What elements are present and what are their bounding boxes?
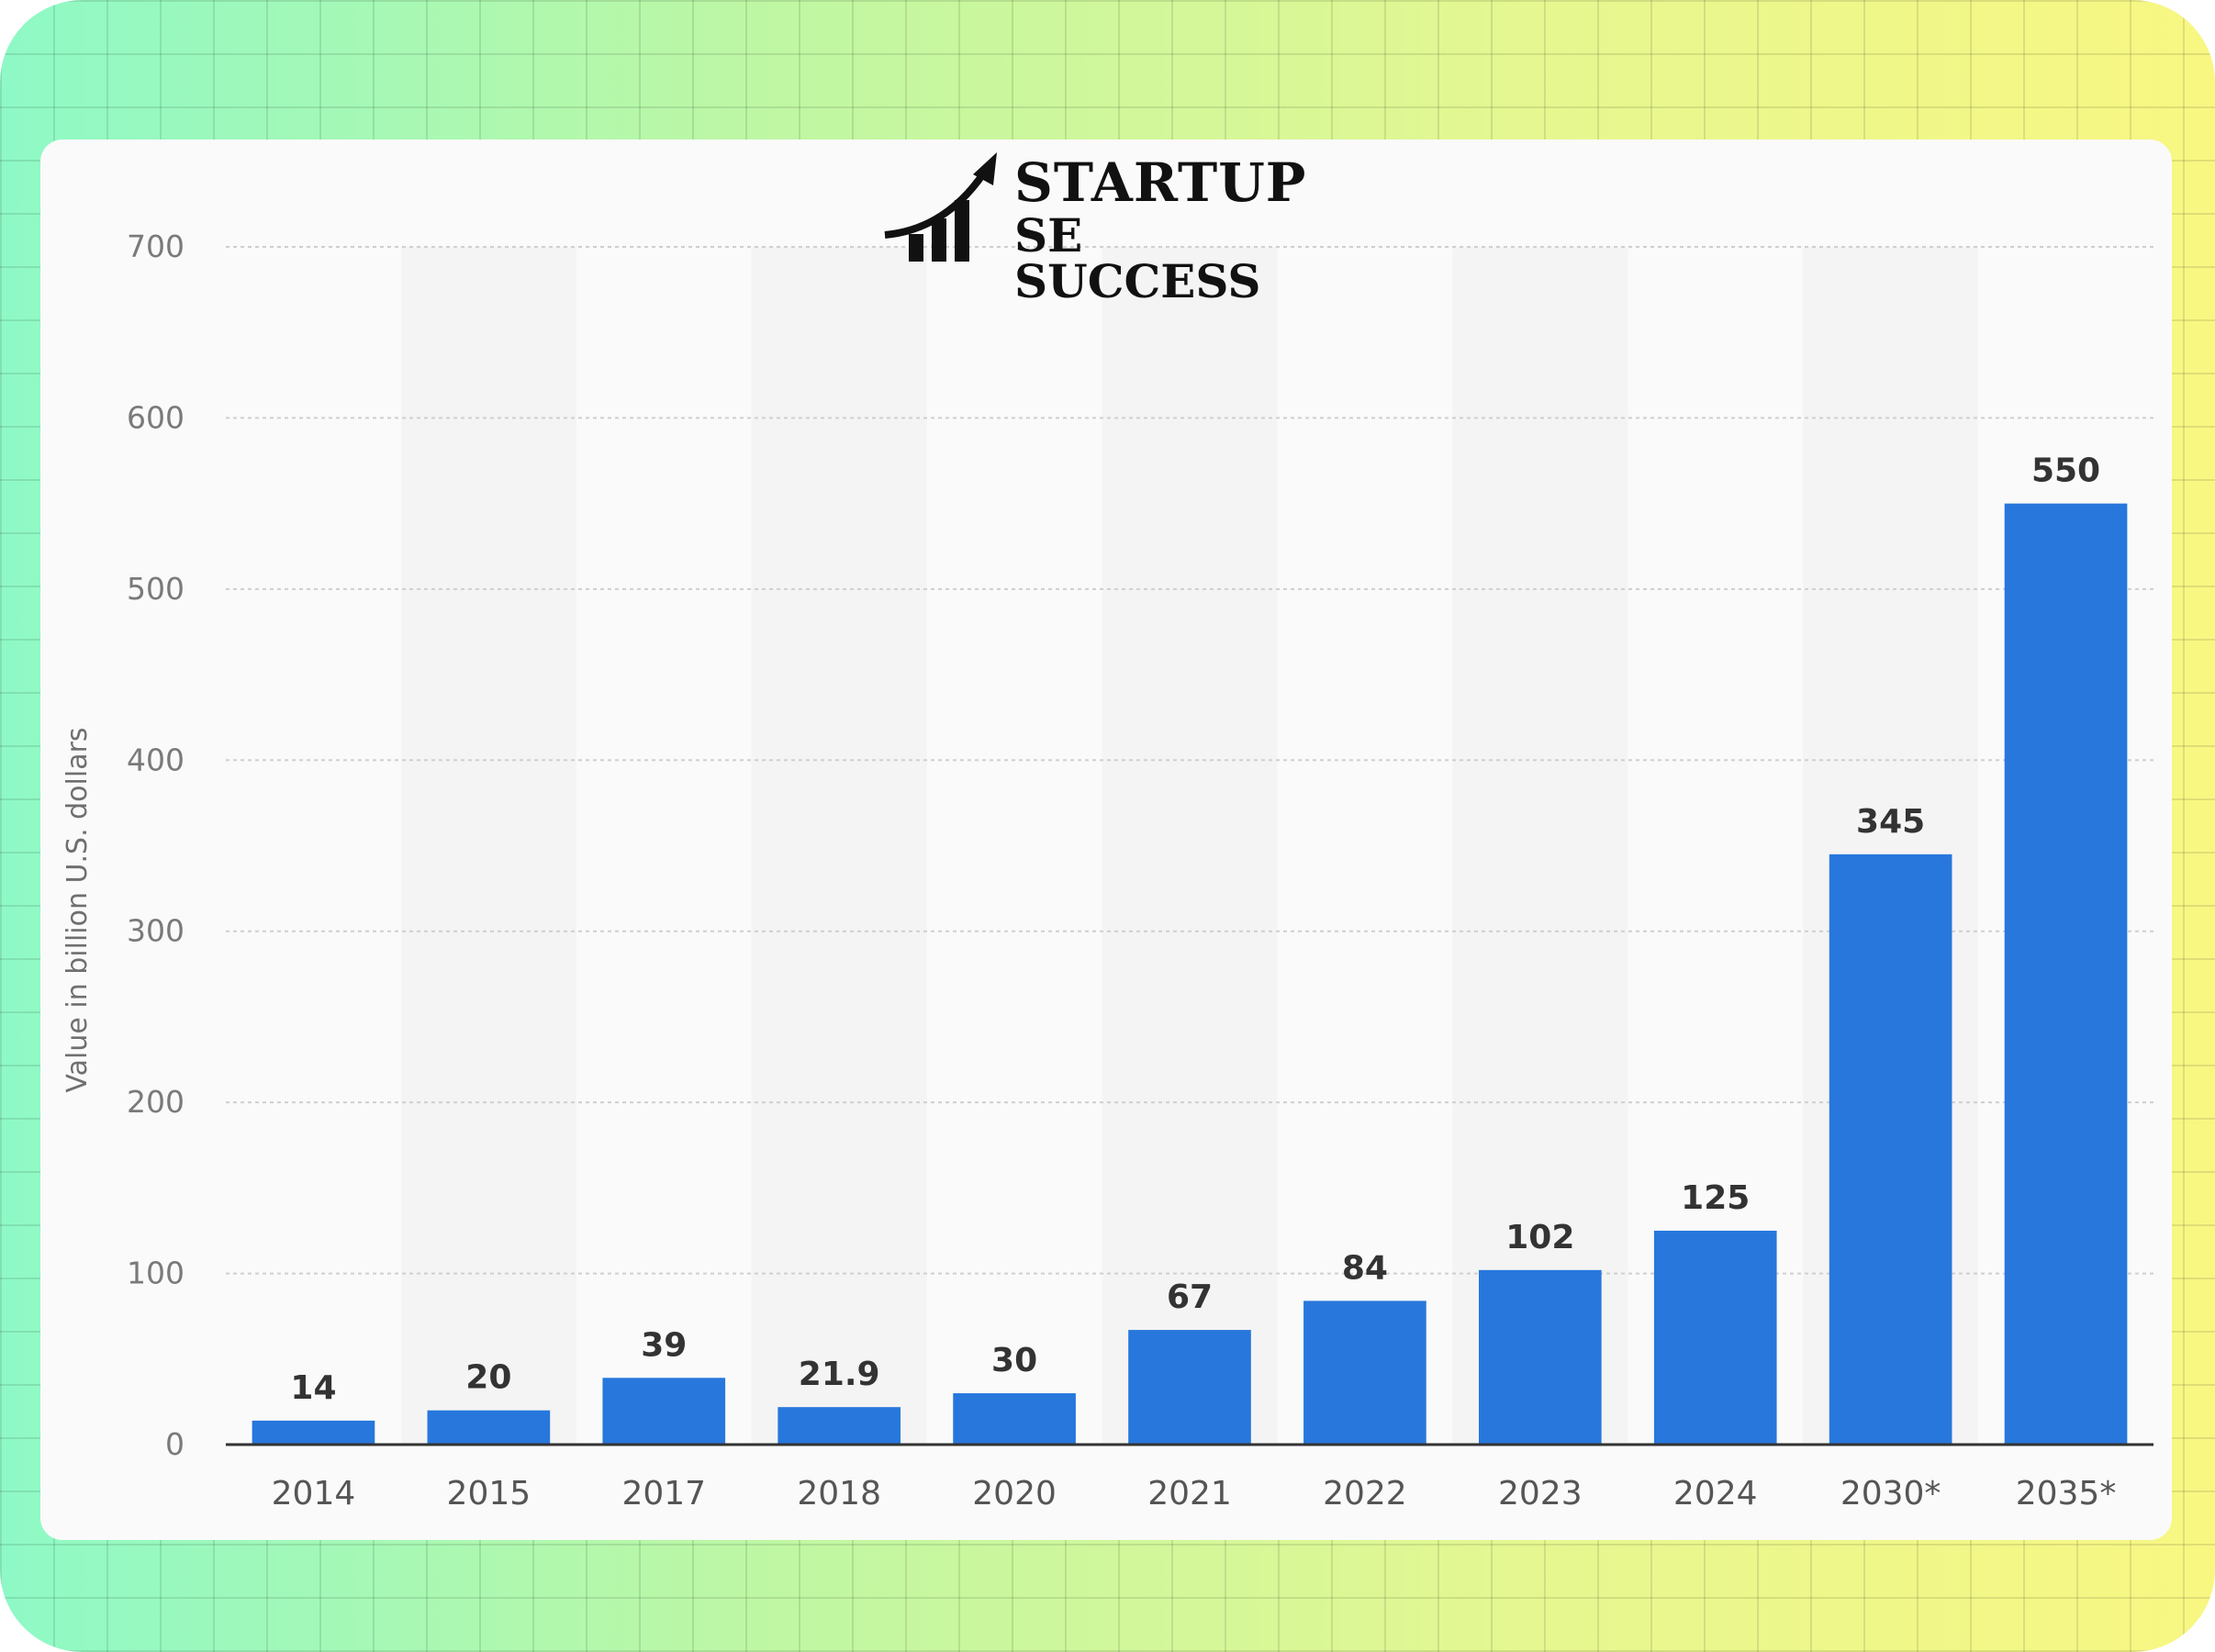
value-label: 30: [991, 1342, 1037, 1379]
value-label: 345: [1856, 803, 1925, 841]
y-tick-label: 0: [165, 1426, 185, 1462]
x-tick-label: 2014: [272, 1475, 356, 1512]
column-band: [1452, 247, 1628, 1445]
x-tick-label: 2023: [1498, 1475, 1583, 1512]
value-label: 102: [1505, 1219, 1574, 1256]
value-label: 20: [465, 1359, 511, 1397]
bar-2022: [1303, 1300, 1426, 1445]
gridlines: [226, 246, 2153, 1275]
growth-chart-icon: [884, 152, 997, 262]
x-tick-label: 2017: [621, 1475, 706, 1512]
brand-line2: SE SUCCESS: [1014, 208, 1261, 308]
brand-name: STARTUP SE SUCCESS: [1014, 156, 1306, 305]
bars: [252, 503, 2128, 1445]
x-tick-label: 2024: [1673, 1475, 1758, 1512]
value-label: 67: [1167, 1278, 1213, 1316]
value-label: 550: [2031, 452, 2100, 490]
y-tick-label: 300: [127, 913, 185, 949]
bar-2018: [777, 1407, 901, 1445]
x-tick-label: 2015: [447, 1475, 531, 1512]
y-tick-label: 200: [127, 1084, 185, 1120]
column-band: [751, 247, 927, 1445]
x-tick-label: 2035*: [2016, 1475, 2117, 1512]
brand-logo: STARTUP SE SUCCESS: [881, 147, 1305, 305]
chart-card: 0 100 200 300 400 500 600 700 14 20 39 21.9 30 67 84 1…: [40, 140, 2172, 1540]
bar-2020: [953, 1393, 1076, 1445]
value-label: 14: [290, 1369, 336, 1407]
column-band: [1102, 247, 1278, 1445]
value-label: 84: [1342, 1249, 1388, 1287]
bar-2023: [1479, 1269, 1602, 1445]
x-tick-label: 2021: [1147, 1475, 1232, 1512]
value-label: 39: [641, 1326, 687, 1364]
bar-2030-projected: [1829, 854, 1952, 1445]
column-bands: [400, 247, 1979, 1445]
y-tick-label: 100: [127, 1256, 185, 1291]
x-tick-label: 2018: [797, 1475, 881, 1512]
column-band: [400, 247, 576, 1445]
bar-2015: [427, 1410, 551, 1445]
x-tick-label: 2030*: [1840, 1475, 1941, 1512]
y-axis-ticks: 0 100 200 300 400 500 600 700: [127, 229, 185, 1462]
bar-2021: [1128, 1330, 1251, 1445]
bar-2035-projected: [2004, 503, 2128, 1445]
y-tick-label: 500: [127, 571, 185, 607]
bar-2024: [1653, 1230, 1777, 1445]
x-tick-label: 2022: [1323, 1475, 1407, 1512]
bar-2017: [602, 1378, 726, 1445]
brand-line1: STARTUP: [1014, 151, 1307, 214]
y-tick-label: 700: [127, 229, 185, 264]
x-tick-label: 2020: [972, 1475, 1057, 1512]
value-label: 125: [1681, 1179, 1750, 1217]
y-axis-title: Value in billion U.S. dollars: [62, 727, 94, 1092]
x-axis-labels: 2014 2015 2017 2018 2020 2021 2022 2023 2024 2030…: [272, 1475, 2117, 1512]
y-tick-label: 400: [127, 742, 185, 777]
value-label: 21.9: [799, 1356, 880, 1393]
bar-2014: [252, 1420, 375, 1445]
value-labels: 14 20 39 21.9 30 67 84 102 125 345 550: [290, 452, 2100, 1407]
y-tick-label: 600: [127, 399, 185, 435]
